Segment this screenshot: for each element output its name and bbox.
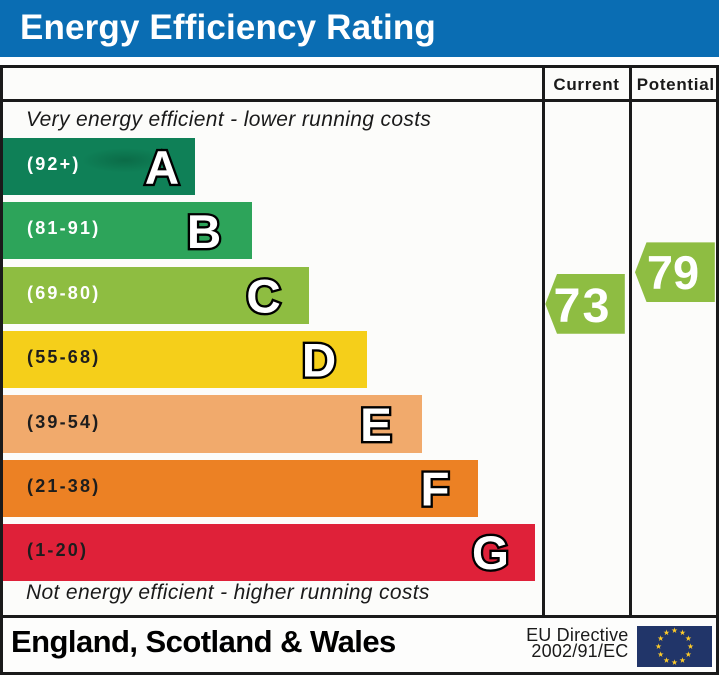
svg-text:F: F xyxy=(420,463,449,516)
svg-text:E: E xyxy=(360,399,392,452)
svg-text:C: C xyxy=(246,270,280,323)
svg-text:G: G xyxy=(472,527,509,580)
svg-text:D: D xyxy=(302,335,336,388)
svg-text:73: 73 xyxy=(554,279,612,333)
svg-text:B: B xyxy=(187,206,221,259)
svg-text:A: A xyxy=(145,142,179,195)
svg-text:79: 79 xyxy=(647,246,699,299)
